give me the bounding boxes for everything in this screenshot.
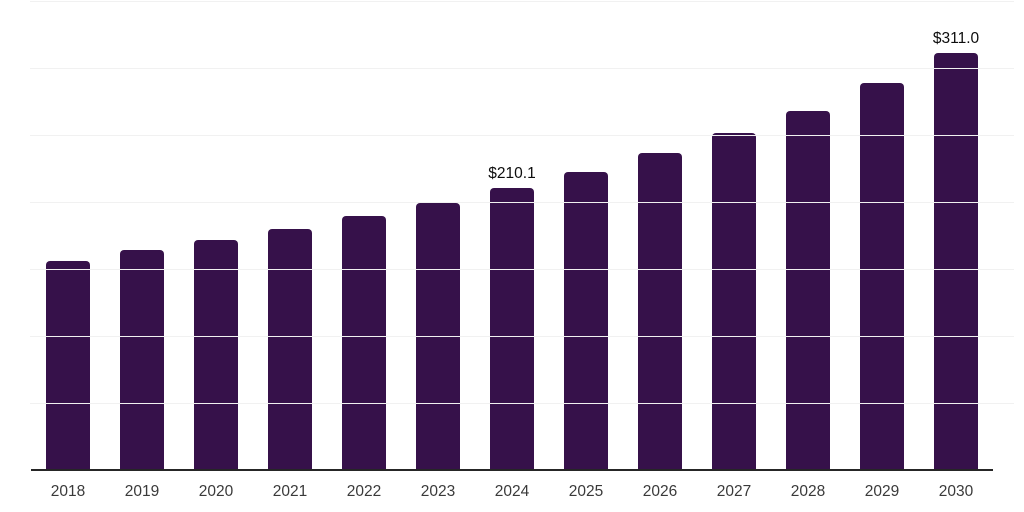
x-tick-2027: 2027 <box>716 483 752 500</box>
x-tick-2030: 2030 <box>938 483 974 500</box>
bar-2030 <box>934 53 978 470</box>
gridline-350 <box>30 1 1014 2</box>
data-label-2024: $210.1 <box>488 164 536 182</box>
x-tick-2029: 2029 <box>864 483 900 500</box>
x-axis-labels: 2018 2019 2020 2021 2022 2023 2024 2025 2026 2027… <box>31 483 993 501</box>
plot-area: $210.1 $311.0 <box>30 1 1014 470</box>
bar-2018 <box>46 260 90 470</box>
bar-cell-2022 <box>327 1 401 470</box>
gridline-100 <box>30 336 1014 337</box>
bars-container: $210.1 $311.0 <box>31 1 993 470</box>
gridline-150 <box>30 269 1014 270</box>
bar-2020 <box>194 239 238 470</box>
x-tick-2022: 2022 <box>346 483 382 500</box>
bar-cell-2021 <box>253 1 327 470</box>
bar-cell-2025 <box>549 1 623 470</box>
x-tick-2020: 2020 <box>198 483 234 500</box>
x-tick-2021: 2021 <box>272 483 308 500</box>
gridline-300 <box>30 68 1014 69</box>
x-tick-2018: 2018 <box>50 483 86 500</box>
bar-cell-2018 <box>31 1 105 470</box>
bar-2027 <box>712 133 756 470</box>
bar-2028 <box>786 111 830 470</box>
bar-cell-2023 <box>401 1 475 470</box>
bar-cell-2028 <box>771 1 845 470</box>
bar-2024 <box>490 188 534 470</box>
x-tick-2025: 2025 <box>568 483 604 500</box>
bar-cell-2027 <box>697 1 771 470</box>
x-tick-2026: 2026 <box>642 483 678 500</box>
bar-2022 <box>342 215 386 470</box>
bar-2026 <box>638 153 682 470</box>
bar-2019 <box>120 249 164 470</box>
bar-cell-2019 <box>105 1 179 470</box>
x-tick-2023: 2023 <box>420 483 456 500</box>
gridline-250 <box>30 135 1014 136</box>
gridline-50 <box>30 403 1014 404</box>
bar-cell-2029 <box>845 1 919 470</box>
bar-cell-2020 <box>179 1 253 470</box>
bar-2021 <box>268 229 312 470</box>
bar-cell-2026 <box>623 1 697 470</box>
x-tick-2028: 2028 <box>790 483 826 500</box>
bar-cell-2030: $311.0 <box>919 1 993 470</box>
x-axis-line <box>31 469 993 471</box>
bar-2025 <box>564 172 608 470</box>
gridline-200 <box>30 202 1014 203</box>
x-tick-2024: 2024 <box>494 483 530 500</box>
x-tick-2019: 2019 <box>124 483 160 500</box>
bar-cell-2024: $210.1 <box>475 1 549 470</box>
bar-2029 <box>860 83 904 470</box>
data-label-2030: $311.0 <box>932 29 980 47</box>
